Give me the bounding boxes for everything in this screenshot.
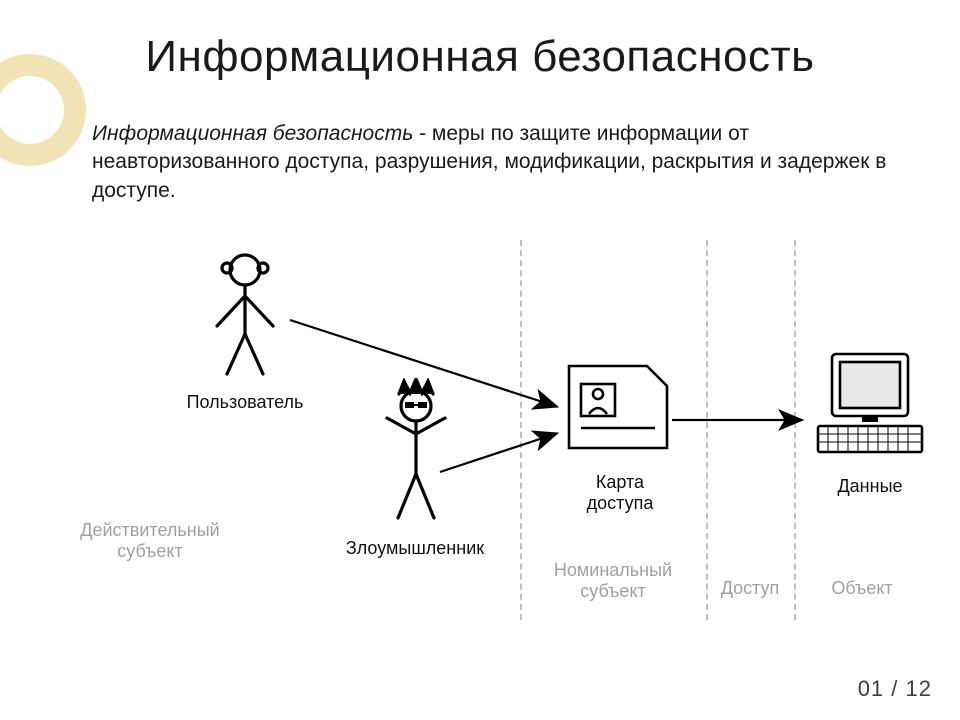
slide: Информационная безопасность Информационн… — [0, 0, 960, 720]
user-icon — [205, 250, 285, 385]
col-nominal-subject: Номинальныйсубъект — [524, 560, 702, 601]
body-term: Информационная безопасность — [92, 122, 413, 145]
attacker-label: Злоумышленник — [310, 538, 520, 559]
computer-icon — [810, 348, 930, 473]
col-valid-subject: Действительныйсубъект — [55, 520, 245, 561]
col-object: Объект — [798, 578, 926, 599]
page-sep: / — [884, 676, 905, 701]
col-access: Доступ — [706, 578, 794, 599]
card-label: Карта доступа — [555, 472, 685, 513]
access-card-icon — [565, 362, 675, 461]
slide-body: Информационная безопасность - меры по за… — [92, 120, 912, 205]
data-label: Данные — [800, 476, 940, 497]
card-label-line1: Карта доступа — [555, 472, 685, 513]
page-current: 01 — [858, 676, 884, 701]
diagram: Пользователь — [0, 240, 960, 670]
attacker-icon — [371, 378, 461, 533]
page-number: 01 / 12 — [858, 676, 932, 702]
user-label: Пользователь — [150, 392, 340, 413]
slide-title: Информационная безопасность — [0, 32, 960, 82]
page-total: 12 — [906, 676, 932, 701]
